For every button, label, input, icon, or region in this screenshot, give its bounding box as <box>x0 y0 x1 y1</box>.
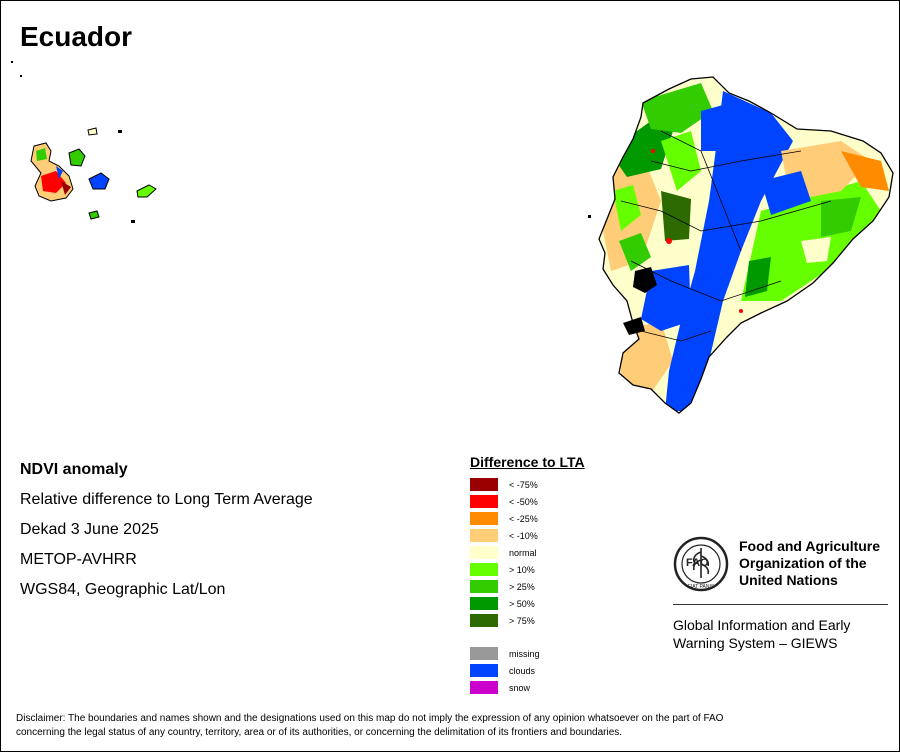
divider <box>673 604 888 605</box>
legend-item: < -25% <box>470 510 585 527</box>
giews-line: Global Information and Early <box>673 617 851 633</box>
legend-label: > 75% <box>509 615 535 626</box>
legend-swatch <box>470 512 498 525</box>
legend-label: normal <box>509 547 537 558</box>
info-heading: NDVI anomaly <box>20 461 128 478</box>
legend-title: Difference to LTA <box>470 454 585 470</box>
legend-item: < -10% <box>470 527 585 544</box>
legend-swatch <box>470 478 498 491</box>
fao-logo-motto: FIAT PANIS <box>688 584 715 590</box>
legend-swatch <box>470 563 498 576</box>
legend-label: < -25% <box>509 513 538 524</box>
map-title: Ecuador <box>20 21 133 52</box>
legend-item: snow <box>470 679 585 696</box>
disclaimer: Disclaimer: The boundaries and names sho… <box>16 712 886 740</box>
ecuador-mainland <box>588 76 894 414</box>
legend-swatch <box>470 495 498 508</box>
legend-label: missing <box>509 648 540 659</box>
info-line-2: Dekad 3 June 2025 <box>20 521 159 538</box>
legend-swatch <box>470 664 498 677</box>
fao-logo: FAO FIAT PANIS <box>673 536 729 592</box>
legend-swatch <box>470 681 498 694</box>
legend-item: > 75% <box>470 612 585 629</box>
legend-swatch <box>470 614 498 627</box>
legend-label: > 10% <box>509 564 535 575</box>
fao-logo-text: FAO <box>686 557 709 569</box>
map-info-block: NDVI anomaly Relative difference to Long… <box>20 459 313 609</box>
legend-swatch <box>470 529 498 542</box>
fao-name-line: Food and Agriculture <box>739 538 881 554</box>
legend: Difference to LTA < -75% < -50% < -25% <… <box>470 454 585 696</box>
legend-item: < -75% <box>470 476 585 493</box>
legend-item: < -50% <box>470 493 585 510</box>
legend-item: > 25% <box>470 578 585 595</box>
legend-item: > 50% <box>470 595 585 612</box>
legend-swatch <box>470 580 498 593</box>
fao-name-line: United Nations <box>739 572 838 588</box>
legend-label: < -10% <box>509 530 538 541</box>
legend-label: < -50% <box>509 496 538 507</box>
legend-swatch <box>470 546 498 559</box>
disclaimer-line: concerning the legal status of any count… <box>16 727 623 738</box>
legend-item: > 10% <box>470 561 585 578</box>
galapagos-islands <box>11 61 157 223</box>
legend-label: snow <box>509 682 531 693</box>
info-line-1: Relative difference to Long Term Average <box>20 491 313 508</box>
legend-item: missing <box>470 645 585 662</box>
legend-item: normal <box>470 544 585 561</box>
giews-name: Global Information and Early Warning Sys… <box>673 616 889 652</box>
legend-label: > 25% <box>509 581 535 592</box>
legend-swatch <box>470 597 498 610</box>
info-line-3: METOP-AVHRR <box>20 551 137 568</box>
legend-label: clouds <box>509 665 536 676</box>
legend-swatch <box>470 647 498 660</box>
legend-items: < -75% < -50% < -25% < -10% normal > 10%… <box>470 476 585 696</box>
legend-gap <box>470 629 585 645</box>
giews-line: Warning System – GIEWS <box>673 635 838 651</box>
fao-name-line: Organization of the <box>739 555 867 571</box>
disclaimer-line: Disclaimer: The boundaries and names sho… <box>16 713 724 724</box>
fao-organization-name: Food and Agriculture Organization of the… <box>739 538 889 589</box>
legend-label: > 50% <box>509 598 535 609</box>
legend-label: < -75% <box>509 479 538 490</box>
legend-item: clouds <box>470 662 585 679</box>
info-line-4: WGS84, Geographic Lat/Lon <box>20 581 226 598</box>
